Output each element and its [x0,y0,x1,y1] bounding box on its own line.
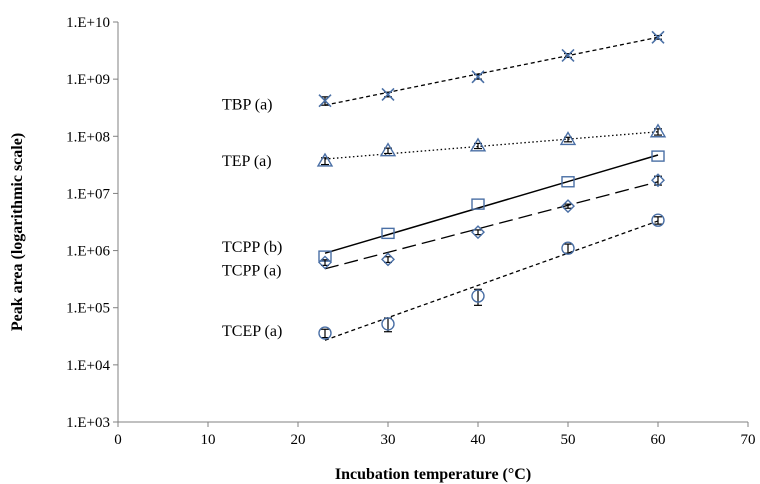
data-point-circle-marker [651,213,665,227]
data-point-triangle-marker [559,131,577,146]
axes: 1.E+03 1.E+04 1.E+05 1.E+06 1.E+07 1.E+08 1.E+… [66,15,755,448]
data-point-diamond-marker [651,173,665,188]
data-point-triangle-marker [469,137,487,152]
data-point-triangle-marker [649,123,667,138]
y-tick-label: 1.E+08 [66,129,110,145]
data-point-square-marker [561,176,575,188]
series-tep-a [316,123,667,167]
y-tick-label: 1.E+06 [66,244,110,260]
x-tick-label: 60 [651,432,666,448]
series-tbp-a [318,30,665,108]
data-point-diamond-marker [471,225,485,240]
data-point-circle-marker [381,317,395,331]
data-point-circle-marker [561,241,575,255]
trend-line [324,220,659,341]
x-tick-label: 20 [291,432,306,448]
x-tick-label: 50 [561,432,576,448]
data-point-circle-marker [318,326,332,340]
trend-line [324,181,659,270]
data-point-x-marker-stroke [318,94,332,108]
series-tcep-a [318,213,665,341]
y-tick-label: 1.E+03 [66,415,110,431]
x-axis-title: Incubation temperature (°C) [335,466,531,483]
plot-area: TBP (a) TEP (a) TCPP (b) TCPP (a) TCEP (a) [222,30,667,341]
series-label: TCEP (a) [222,323,282,340]
data-point-x-marker-stroke [561,48,575,62]
trend-line [324,36,659,106]
data-point-square-marker [381,227,395,240]
series-tcpp-a [318,173,665,270]
y-tick-label: 1.E+10 [66,15,110,31]
series-label: TEP (a) [222,153,272,170]
x-tick-label: 40 [471,432,486,448]
x-tick-label: 10 [201,432,216,448]
trend-line [324,154,659,254]
data-point-diamond-marker [381,252,395,267]
data-point-square-marker [471,198,485,210]
trend-line [324,131,659,160]
series-tcpp-b [318,150,665,262]
series-label: TCPP (b) [222,239,282,256]
series-label: TCPP (a) [222,262,281,279]
x-tick-label: 0 [114,432,122,448]
data-point-triangle-marker [316,152,334,167]
x-tick-label: 30 [381,432,396,448]
data-point-diamond-marker [561,199,575,214]
y-tick-label: 1.E+09 [66,72,110,88]
y-axis-title: Peak area (logarithmic scale) [9,133,26,331]
x-tick-label: 70 [741,432,756,448]
data-point-x-marker-stroke [381,87,395,102]
data-point-diamond-marker [318,255,332,270]
data-point-x-marker-stroke [651,30,665,44]
y-tick-label: 1.E+07 [66,186,110,202]
y-tick-label: 1.E+05 [66,301,110,317]
data-point-triangle-marker [379,142,397,157]
data-point-circle-marker [471,289,485,303]
data-point-square-marker [651,150,665,162]
y-tick-label: 1.E+04 [66,358,110,374]
series-label: TBP (a) [222,97,273,114]
data-point-x-marker-stroke [471,70,485,84]
